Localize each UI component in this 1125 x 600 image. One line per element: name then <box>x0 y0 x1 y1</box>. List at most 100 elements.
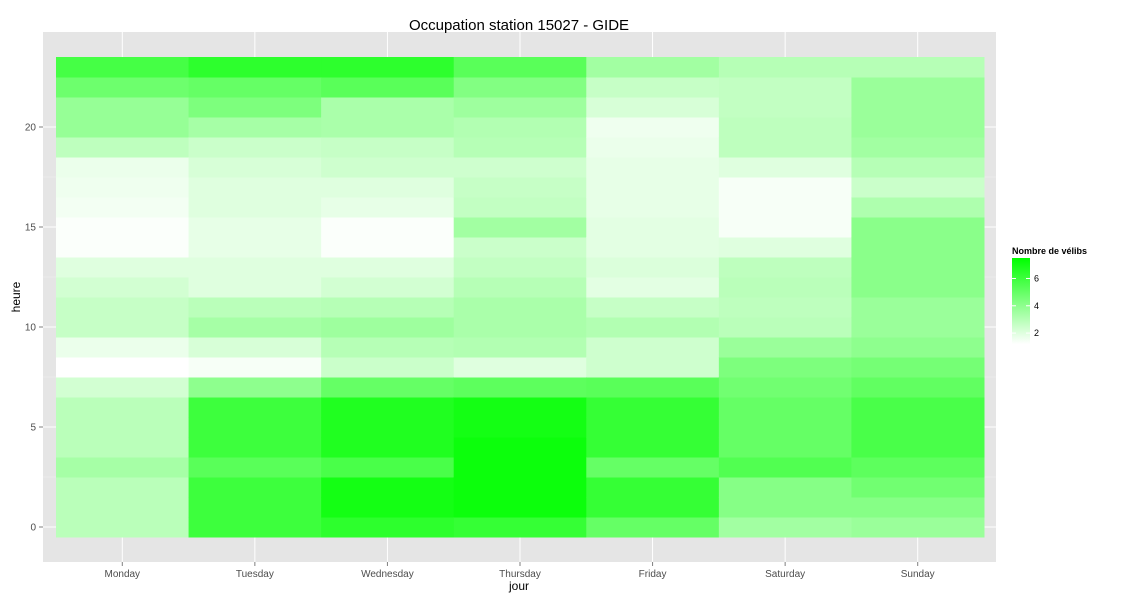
heatmap-cell <box>321 457 455 478</box>
heatmap-cell <box>321 477 455 498</box>
heatmap-cell <box>586 277 720 298</box>
heatmap-cell <box>188 517 322 538</box>
heatmap-cell <box>586 217 720 238</box>
heatmap-cell <box>188 137 322 158</box>
heatmap-cell <box>56 337 190 358</box>
heatmap-cell <box>453 97 587 118</box>
heatmap-cell <box>453 277 587 298</box>
heatmap-cell <box>188 197 322 218</box>
heatmap-cell <box>453 417 587 438</box>
x-tick-label: Sunday <box>901 569 935 580</box>
heatmap-cell <box>56 157 190 178</box>
heatmap-cell <box>321 257 455 278</box>
heatmap-cell <box>851 97 985 118</box>
heatmap-cell <box>851 297 985 318</box>
legend-tick-label: 2 <box>1034 328 1039 338</box>
heatmap-cell <box>851 237 985 258</box>
heatmap-cell <box>851 157 985 178</box>
heatmap-cell <box>718 257 852 278</box>
heatmap-cell <box>56 97 190 118</box>
heatmap-cell <box>586 337 720 358</box>
heatmap-cell <box>586 357 720 378</box>
heatmap-cell <box>188 157 322 178</box>
heatmap-cell <box>188 337 322 358</box>
heatmap-cell <box>851 217 985 238</box>
heatmap-cell <box>188 417 322 438</box>
heatmap-cell <box>586 377 720 398</box>
y-tick-label: 20 <box>25 123 37 134</box>
heatmap-cell <box>56 137 190 158</box>
heatmap-cell <box>586 157 720 178</box>
heatmap-cell <box>453 337 587 358</box>
heatmap-cell <box>851 57 985 78</box>
y-tick-label: 5 <box>30 423 36 434</box>
heatmap-cell <box>453 57 587 78</box>
heatmap-cell <box>453 257 587 278</box>
heatmap-cell <box>56 377 190 398</box>
heatmap-cell <box>586 57 720 78</box>
heatmap-cell <box>188 217 322 238</box>
heatmap-cell <box>453 177 587 198</box>
heatmap-cell <box>453 317 587 338</box>
heatmap-cell <box>321 397 455 418</box>
y-axis-title: heure <box>9 281 23 312</box>
heatmap-cell <box>718 137 852 158</box>
heatmap-cell <box>188 117 322 138</box>
heatmap-cell <box>188 97 322 118</box>
heatmap-cell <box>56 417 190 438</box>
heatmap-cell <box>586 517 720 538</box>
heatmap-cell <box>321 277 455 298</box>
heatmap-cell <box>586 397 720 418</box>
heatmap-cell <box>188 497 322 518</box>
heatmap-cell <box>453 457 587 478</box>
heatmap-cell <box>718 357 852 378</box>
heatmap-cell <box>718 397 852 418</box>
x-tick-label: Friday <box>639 569 667 580</box>
heatmap-cell <box>56 77 190 98</box>
heatmap-cell <box>453 77 587 98</box>
heatmap-cell <box>586 417 720 438</box>
heatmap-cell <box>321 77 455 98</box>
x-tick-label: Monday <box>104 569 140 580</box>
heatmap-cell <box>718 497 852 518</box>
legend-title: Nombre de vélibs <box>1012 246 1087 256</box>
heatmap-cell <box>851 497 985 518</box>
heatmap-cell <box>56 457 190 478</box>
heatmap-cell <box>321 337 455 358</box>
heatmap-cell <box>851 337 985 358</box>
heatmap-cell <box>851 177 985 198</box>
chart-title: Occupation station 15027 - GIDE <box>409 17 629 34</box>
heatmap-cell <box>718 337 852 358</box>
heatmap-cell <box>321 157 455 178</box>
heatmap-cell <box>453 197 587 218</box>
heatmap-cell <box>188 277 322 298</box>
heatmap-cell <box>851 137 985 158</box>
heatmap-cell <box>586 257 720 278</box>
heatmap-cell <box>321 117 455 138</box>
heatmap-cell <box>586 437 720 458</box>
y-tick-label: 10 <box>25 323 37 334</box>
heatmap-cell <box>56 397 190 418</box>
heatmap-cell <box>718 477 852 498</box>
heatmap-cell <box>56 277 190 298</box>
heatmap-cell <box>188 457 322 478</box>
heatmap-cell <box>718 317 852 338</box>
x-axis-title: jour <box>508 579 529 593</box>
heatmap-cell <box>851 197 985 218</box>
heatmap-cell <box>718 217 852 238</box>
heatmap-cell <box>851 357 985 378</box>
heatmap-cell <box>188 357 322 378</box>
heatmap-cells <box>56 57 985 538</box>
heatmap-cell <box>188 77 322 98</box>
heatmap-cell <box>453 497 587 518</box>
heatmap-cell <box>851 437 985 458</box>
heatmap-cell <box>188 377 322 398</box>
x-axis-ticks: Monday Tuesday Wednesday Thursday Friday Satu… <box>104 562 935 580</box>
heatmap-cell <box>586 457 720 478</box>
heatmap-cell <box>56 117 190 138</box>
heatmap-cell <box>321 417 455 438</box>
heatmap-cell <box>453 377 587 398</box>
heatmap-cell <box>321 437 455 458</box>
heatmap-cell <box>718 237 852 258</box>
